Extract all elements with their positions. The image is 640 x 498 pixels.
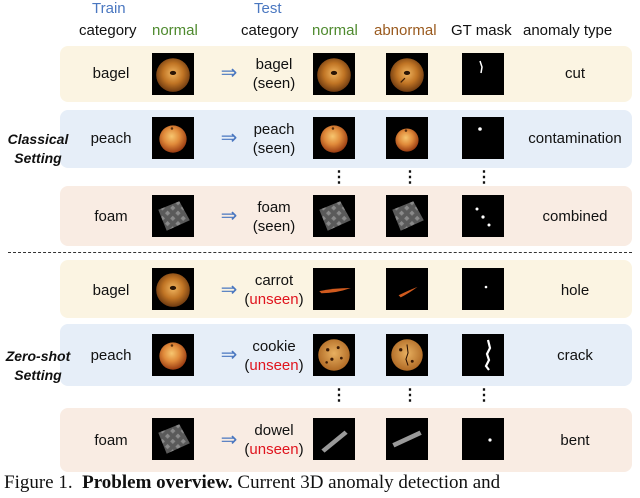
row3-train-category: foam bbox=[94, 208, 128, 225]
label-zeroshot-setting: Zero-shot Setting bbox=[5, 348, 71, 383]
header-test-normal: normal bbox=[312, 22, 358, 39]
arrow-icon: ⇒ bbox=[220, 429, 238, 451]
label-classical-setting: Classical Setting bbox=[7, 131, 69, 166]
row2-test-category: peach (seen) bbox=[252, 121, 296, 157]
caption-rest: Current 3D anomaly detection and bbox=[237, 472, 501, 493]
arrow-icon: ⇒ bbox=[220, 279, 238, 301]
header-test: Test bbox=[254, 0, 282, 17]
gt-mask-icon bbox=[462, 117, 504, 159]
peach-photo-icon bbox=[152, 334, 194, 376]
bagel-photo-icon bbox=[152, 53, 194, 95]
peach-photo-icon bbox=[313, 117, 355, 159]
row6-test-category: dowel (unseen) bbox=[244, 422, 304, 458]
header-anomaly-type: anomaly type bbox=[523, 22, 613, 39]
dowel-photo-icon bbox=[386, 418, 428, 460]
caption-prefix: Figure 1. bbox=[4, 472, 73, 493]
row1-test-category: bagel (seen) bbox=[252, 56, 296, 92]
row2-train-category: peach bbox=[90, 130, 132, 147]
caption-bold: Problem overview. bbox=[82, 472, 233, 493]
row6-anomaly-type: bent bbox=[560, 432, 590, 449]
ellipsis-icon: ⋮ bbox=[402, 169, 418, 186]
bagel-photo-icon bbox=[386, 53, 428, 95]
row5-anomaly-type: crack bbox=[557, 347, 593, 364]
header-test-category: category bbox=[241, 22, 299, 39]
row4-test-category: carrot (unseen) bbox=[244, 272, 304, 308]
gt-mask-icon bbox=[462, 53, 504, 95]
ellipsis-icon: ⋮ bbox=[402, 387, 418, 404]
row5-train-category: peach bbox=[90, 347, 132, 364]
ellipsis-icon: ⋮ bbox=[476, 387, 492, 404]
header-test-abnormal: abnormal bbox=[374, 22, 437, 39]
cookie-photo-icon bbox=[313, 334, 355, 376]
bagel-photo-icon bbox=[313, 53, 355, 95]
carrot-photo-icon bbox=[313, 268, 355, 310]
ellipsis-icon: ⋮ bbox=[331, 387, 347, 404]
row1-anomaly-type: cut bbox=[564, 65, 586, 82]
row4-anomaly-type: hole bbox=[560, 282, 590, 299]
arrow-icon: ⇒ bbox=[220, 127, 238, 149]
bagel-photo-icon bbox=[152, 268, 194, 310]
ellipsis-icon: ⋮ bbox=[331, 169, 347, 186]
row2-anomaly-type: contamination bbox=[528, 130, 622, 147]
foam-photo-icon bbox=[313, 195, 355, 237]
arrow-icon: ⇒ bbox=[220, 205, 238, 227]
gt-mask-icon bbox=[462, 195, 504, 237]
header-train-normal: normal bbox=[152, 22, 198, 39]
setting-divider bbox=[8, 252, 632, 253]
row3-anomaly-type: combined bbox=[542, 208, 608, 225]
header-gt-mask: GT mask bbox=[451, 22, 512, 39]
ellipsis-icon: ⋮ bbox=[476, 169, 492, 186]
row6-train-category: foam bbox=[94, 432, 128, 449]
cookie-photo-icon bbox=[386, 334, 428, 376]
foam-photo-icon bbox=[386, 195, 428, 237]
header-train: Train bbox=[92, 0, 126, 17]
gt-mask-icon bbox=[462, 418, 504, 460]
carrot-photo-icon bbox=[386, 268, 428, 310]
row1-train-category: bagel bbox=[92, 65, 130, 82]
arrow-icon: ⇒ bbox=[220, 344, 238, 366]
figure-caption: Figure 1. Problem overview. Current 3D a… bbox=[4, 472, 500, 494]
header-train-category: category bbox=[79, 22, 137, 39]
row5-test-category: cookie (unseen) bbox=[244, 338, 304, 374]
arrow-icon: ⇒ bbox=[220, 62, 238, 84]
dowel-photo-icon bbox=[313, 418, 355, 460]
peach-photo-icon bbox=[386, 117, 428, 159]
gt-mask-icon bbox=[462, 334, 504, 376]
foam-photo-icon bbox=[152, 195, 194, 237]
row3-test-category: foam (seen) bbox=[252, 199, 296, 235]
foam-photo-icon bbox=[152, 418, 194, 460]
row4-train-category: bagel bbox=[92, 282, 130, 299]
peach-photo-icon bbox=[152, 117, 194, 159]
gt-mask-icon bbox=[462, 268, 504, 310]
